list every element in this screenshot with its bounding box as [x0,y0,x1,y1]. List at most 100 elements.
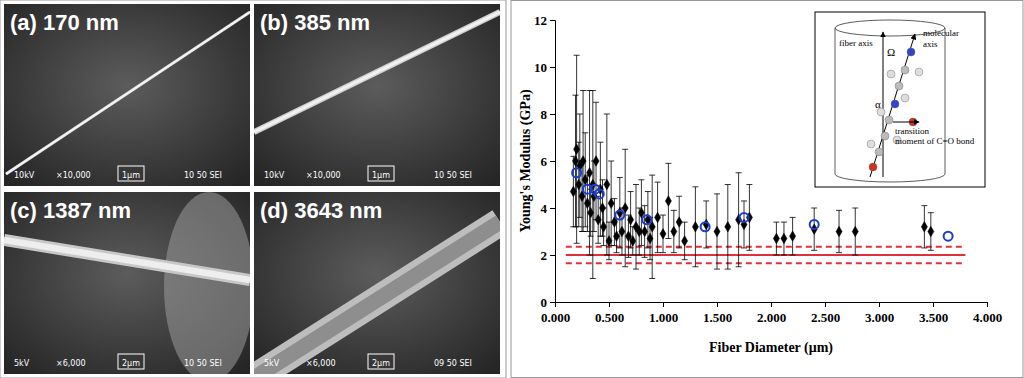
error-bar [630,227,636,255]
x-tick-label: 3.000 [865,310,894,325]
error-bar [573,95,579,227]
data-point [628,214,634,225]
y-tick: 12 [534,13,555,28]
figure: (a) 170 nm10kV×10,0001μm10 50 SEI(b) 385… [0,0,1024,378]
inset-label: axis [923,39,938,49]
fiber [4,240,250,280]
data-point [642,226,648,237]
sem-footer-text: 09 50 SEI [434,359,472,368]
sem-background [254,4,500,186]
data-point [630,236,636,247]
x-tick: 1.500 [703,302,732,325]
sem-image [254,192,500,374]
atom [915,68,923,76]
sem-footer-text: 10kV [14,171,35,180]
data-point [773,233,779,244]
error-bar [655,182,661,253]
y-tick-mark [550,114,555,115]
y-tick-label: 4 [541,201,548,216]
x-tick-mark [663,302,664,307]
error-bar [781,222,787,255]
transition-moment-arrow [893,122,919,123]
error-bar [608,161,614,246]
x-tick: 3.500 [919,302,948,325]
data-point [665,196,671,207]
atom [867,140,875,148]
x-axis: 0.0000.5001.0001.5002.0002.5003.0003.500… [541,302,1002,325]
data-point [572,168,581,177]
x-tick-label: 0.000 [541,310,570,325]
cylinder-side [835,28,836,174]
atom [887,70,895,78]
x-tick-label: 2.000 [757,310,786,325]
scale-bar [368,354,394,369]
x-tick-label: 0.500 [595,310,624,325]
error-bar [725,185,731,270]
data-point [599,203,605,214]
inset: fiber axisΩmolecularaxisαtransitionmomen… [815,12,985,187]
data-point [588,207,594,218]
error-bar [692,187,698,267]
y-tick-mark [550,20,555,21]
scale-bar [118,166,144,181]
data-point [671,226,677,237]
atom [891,100,899,108]
data-point [647,233,653,244]
error-bar [921,206,927,248]
chart-border [511,1,1023,378]
x-tick-mark [609,302,610,307]
sem-panel: (d) 3643 nm5kV×6,0002μm09 50 SEI [254,192,500,378]
x-tick: 2.000 [757,302,786,325]
x-tick-label: 4.000 [973,310,1002,325]
inset-frame [815,12,985,187]
inset-label: α [875,98,881,110]
y-tick-label: 6 [541,154,548,169]
sem-footer-text: 10kV [264,171,285,180]
panel-label: (c) 1387 nm [10,198,131,223]
sem-footer-text: ×6,000 [306,359,336,368]
error-bar [660,215,666,253]
sem-background [4,4,250,186]
atom [885,116,893,124]
x-tick: 4.000 [973,302,1002,325]
reference-line [566,246,966,248]
data-point [714,226,720,237]
sem-footer-text: 5kV [14,359,30,368]
y-tick: 8 [541,107,556,122]
data-point [601,222,607,233]
scale-bar [118,354,144,369]
data-point [921,222,927,233]
error-bar [836,210,842,252]
fiber-highlight [254,222,500,374]
data-point [676,217,682,228]
x-tick-mark [987,302,988,307]
atom [907,48,915,56]
panel-border [0,0,506,378]
sem-footer-text: ×6,000 [56,359,86,368]
sem-footer-text: ×10,000 [306,171,341,180]
data-point [852,226,858,237]
data-point [595,214,601,225]
error-bar [676,196,682,248]
data-point [944,232,953,241]
error-bar [671,210,677,252]
data-point [615,211,624,220]
data-point [655,212,661,223]
atom [901,66,909,74]
inset-label: Ω [887,46,895,58]
x-tick: 3.000 [865,302,894,325]
x-tick-mark [717,302,718,307]
x-axis-title: Fiber Diameter (μm) [709,340,833,356]
atom [895,82,903,90]
data-point [617,207,623,218]
fiber [254,222,500,374]
error-bar [790,217,796,255]
data-point [725,222,731,233]
sem-image [4,4,250,186]
panel-label: (d) 3643 nm [260,198,382,223]
data-point [660,229,666,240]
sem-panel: (a) 170 nm10kV×10,0001μm10 50 SEI [4,4,250,186]
data-point [928,226,934,237]
error-bar [714,194,720,269]
data-point [790,231,796,242]
